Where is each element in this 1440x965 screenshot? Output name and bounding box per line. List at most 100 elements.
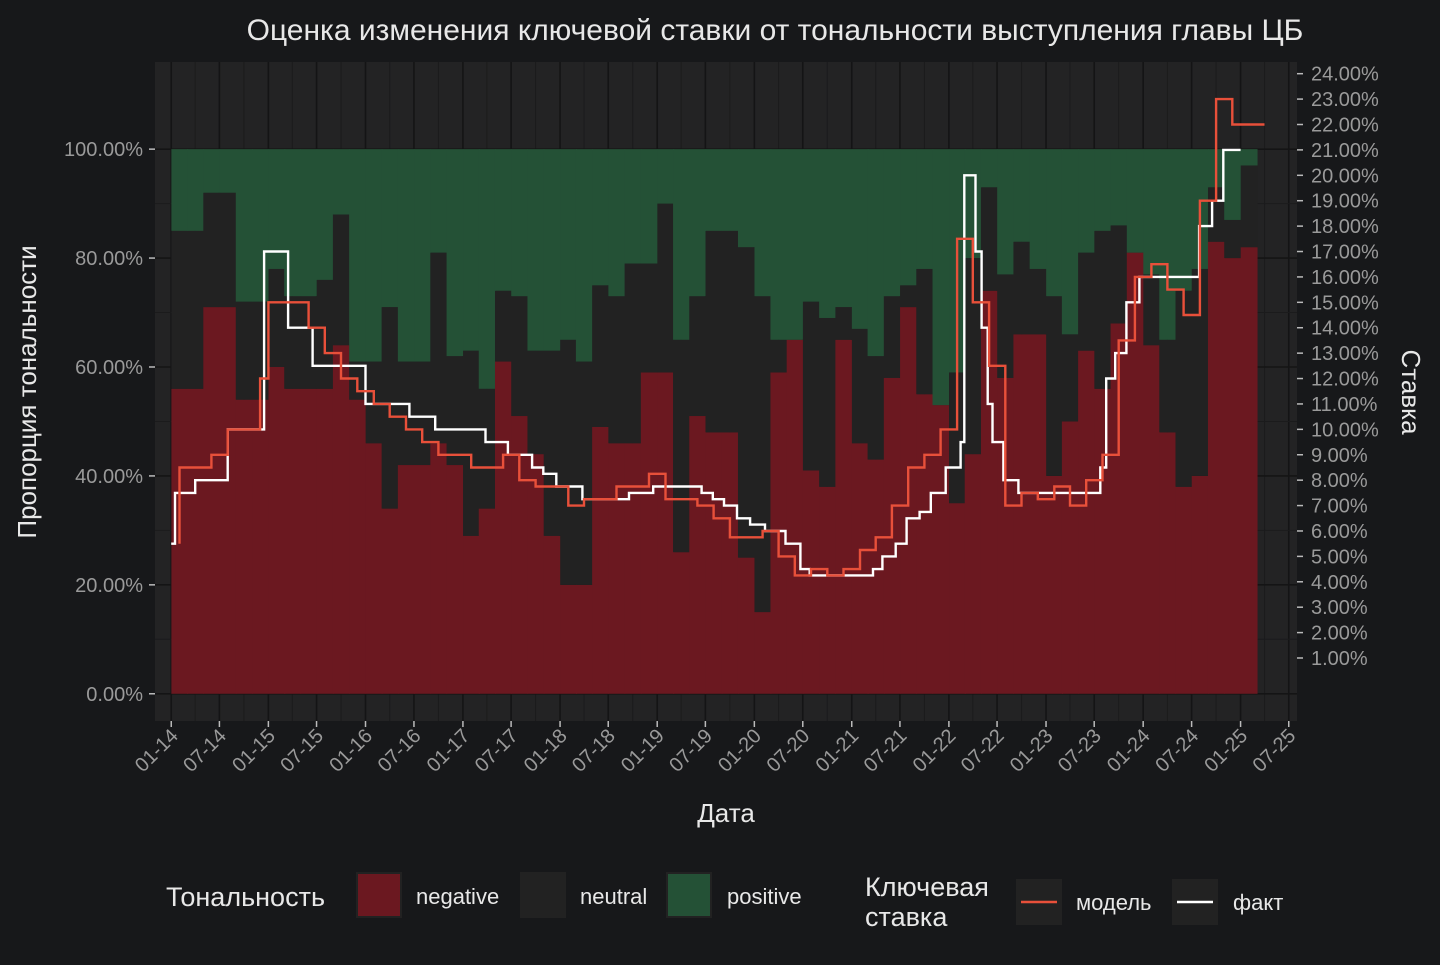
bar-negative [1175, 486, 1193, 694]
bar-neutral [560, 339, 578, 585]
y-right-tick-label: 5.00% [1311, 546, 1368, 568]
bar-negative [916, 394, 934, 694]
bar-neutral [1143, 274, 1161, 346]
bar-positive [932, 149, 950, 406]
bar-negative [268, 366, 286, 694]
bar-negative [1110, 323, 1128, 694]
bar-negative [673, 552, 690, 694]
bar-neutral [867, 356, 885, 460]
bar-negative [721, 432, 739, 694]
bar-positive [316, 149, 334, 280]
bar-positive [511, 149, 529, 297]
bar-neutral [430, 252, 448, 444]
bar-neutral [1013, 241, 1031, 335]
bar-positive [673, 149, 690, 340]
bar-negative [300, 388, 318, 694]
bar-negative [1143, 345, 1161, 694]
bar-neutral [802, 301, 820, 471]
bar-negative [949, 503, 966, 694]
bar-negative [235, 399, 253, 694]
bar-positive [997, 149, 1015, 275]
bar-positive [1143, 149, 1161, 275]
bar-neutral [203, 192, 221, 308]
bar-negative [705, 432, 723, 694]
bar-neutral [1175, 290, 1193, 487]
y-axis-left-label: Пропорция тональности [12, 245, 42, 538]
bar-negative [203, 307, 221, 694]
bar-negative [786, 339, 804, 694]
bar-negative [1126, 252, 1144, 694]
bar-negative [316, 388, 334, 694]
bar-negative [1191, 475, 1209, 694]
bar-positive [737, 149, 755, 248]
legend-label-rate-2: факт [1233, 890, 1283, 915]
bar-positive [802, 149, 820, 302]
bar-negative [187, 388, 204, 694]
bar-positive [754, 149, 772, 297]
bar-negative [252, 399, 269, 694]
y-right-tick-label: 10.00% [1311, 419, 1379, 441]
bar-negative [802, 470, 820, 694]
bar-positive [657, 149, 675, 204]
bar-positive [365, 149, 383, 362]
bar-neutral [1159, 339, 1177, 433]
bar-positive [770, 149, 788, 340]
bar-neutral [673, 339, 690, 553]
bar-neutral [624, 263, 642, 444]
bar-positive [916, 149, 934, 269]
bar-neutral [1061, 334, 1079, 422]
y-right-tick-label: 17.00% [1311, 242, 1379, 264]
bar-positive [1094, 149, 1112, 231]
bar-positive [446, 149, 464, 357]
bar-negative [511, 416, 529, 694]
bar-neutral [235, 301, 253, 400]
y-left-tick-label: 100.00% [64, 139, 143, 161]
y-right-tick-label: 14.00% [1311, 318, 1379, 340]
bar-negative [494, 361, 512, 694]
bar-neutral [414, 361, 431, 466]
bar-positive [1175, 149, 1193, 291]
y-right-tick-label: 12.00% [1311, 369, 1379, 391]
bar-positive [252, 149, 269, 302]
bar-positive [851, 149, 869, 329]
bar-positive [543, 149, 561, 351]
bar-neutral [1094, 230, 1112, 389]
bar-neutral [949, 372, 966, 504]
y-left-tick-label: 0.00% [86, 684, 143, 706]
bar-neutral [1029, 268, 1047, 335]
legend-swatch-negative [358, 874, 400, 916]
bar-neutral [332, 214, 350, 346]
bar-neutral [916, 268, 934, 395]
bar-positive [980, 149, 998, 188]
bar-neutral [819, 317, 836, 487]
bar-neutral [737, 247, 755, 558]
bar-neutral [883, 296, 901, 378]
bar-neutral [1078, 252, 1095, 351]
bar-negative [657, 372, 675, 694]
legend-swatch-neutral [522, 874, 564, 916]
bar-neutral [705, 230, 723, 433]
bar-positive [349, 149, 366, 362]
bar-neutral [1191, 268, 1209, 476]
bar-negative [1159, 432, 1177, 694]
bar-neutral [754, 296, 772, 613]
bar-negative [737, 557, 755, 694]
bar-negative [446, 465, 464, 694]
bar-negative [1078, 350, 1095, 694]
bar-positive [332, 149, 350, 215]
y-axis-right-label: Ставка [1396, 349, 1426, 435]
bar-positive [300, 149, 318, 297]
bar-neutral [1046, 296, 1063, 476]
bar-negative [835, 339, 853, 694]
bar-positive [819, 149, 836, 318]
bar-neutral [543, 350, 561, 536]
bar-negative [1240, 247, 1258, 694]
bar-negative [332, 345, 350, 694]
bar-negative [284, 388, 302, 694]
bar-negative [624, 443, 642, 694]
bar-neutral [980, 187, 998, 291]
bar-positive [1029, 149, 1047, 269]
bar-negative [414, 465, 431, 694]
